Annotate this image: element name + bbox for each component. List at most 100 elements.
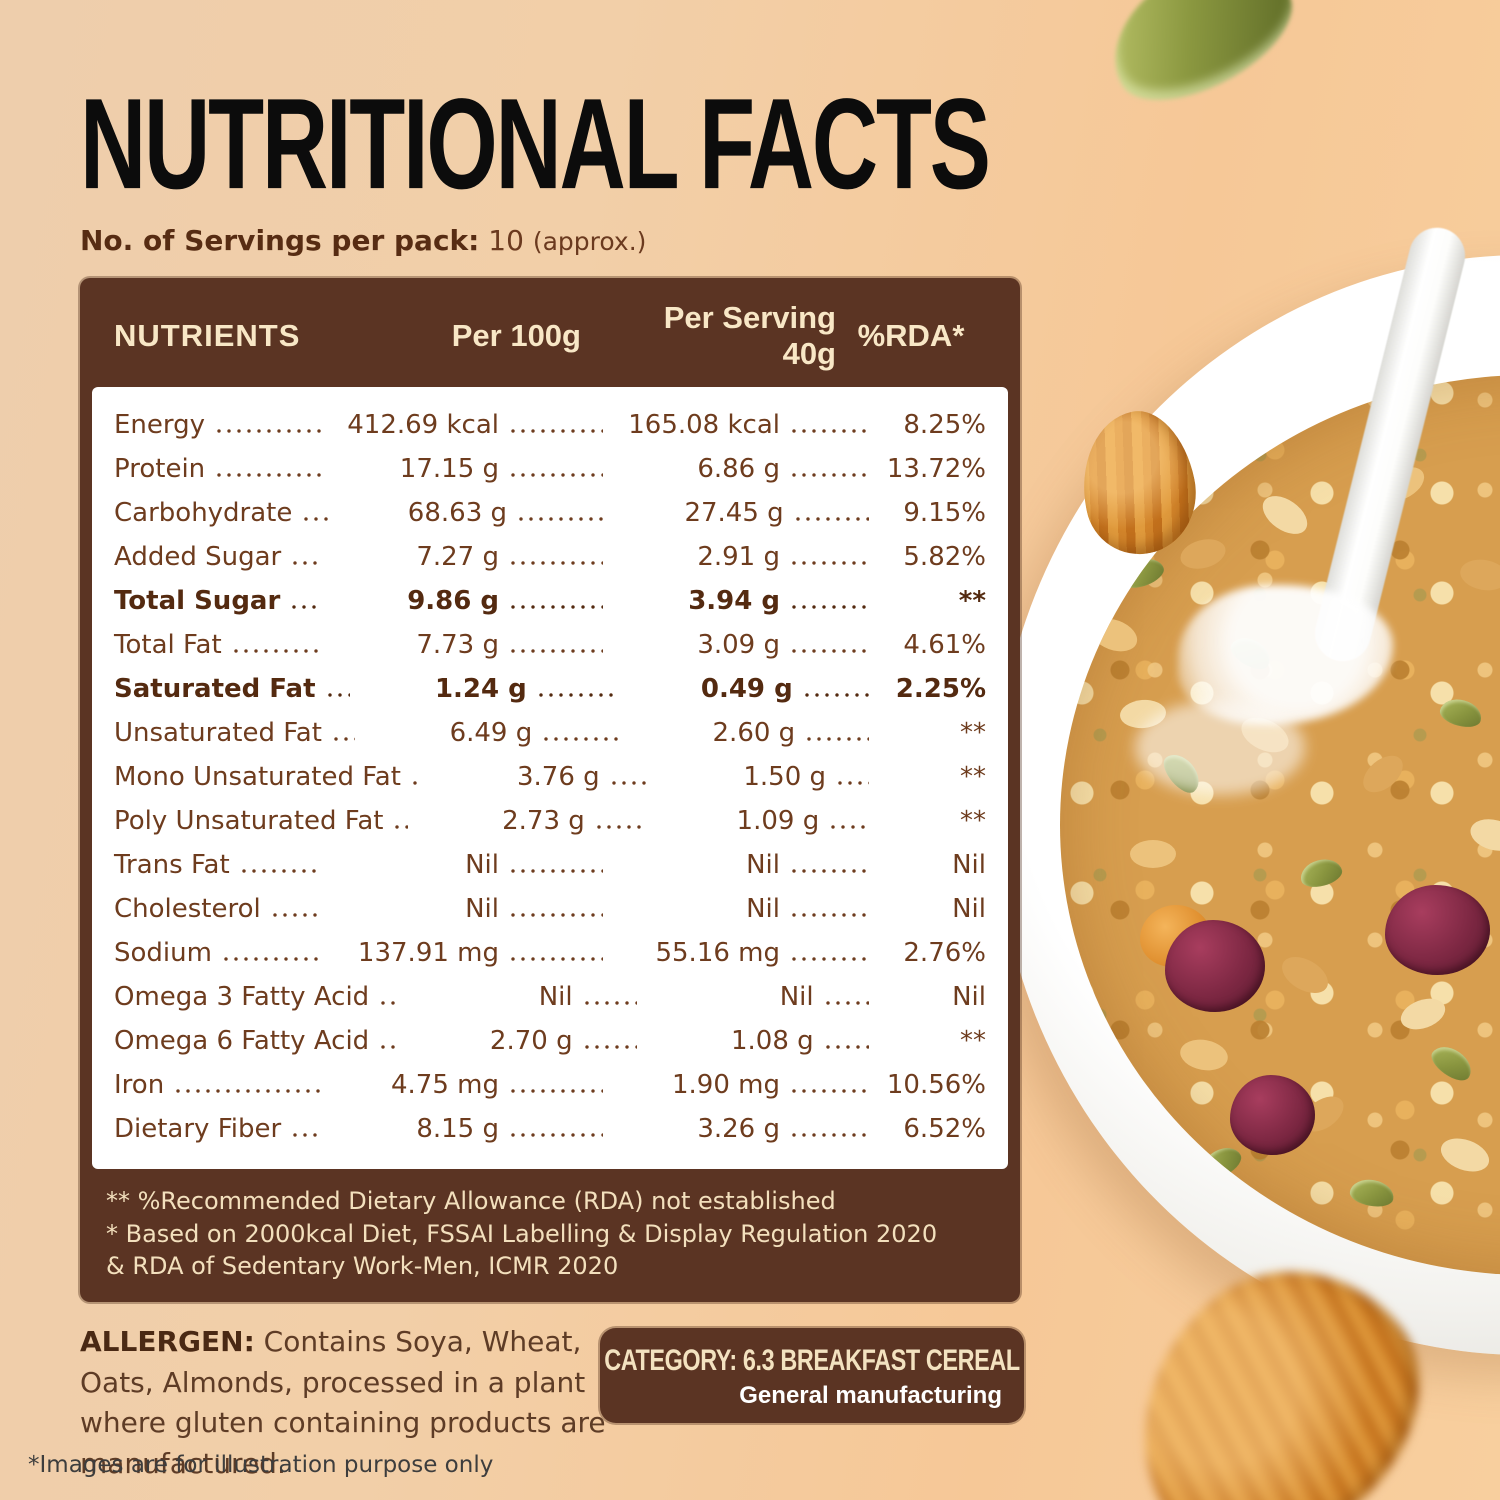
dot-leader bbox=[301, 517, 330, 522]
table-row: Added Sugar 7.27 g 2.91 g 5.82% bbox=[114, 535, 986, 579]
table-row: Total Sugar 9.86 g 3.94 g ** bbox=[114, 579, 986, 623]
dot-leader bbox=[330, 737, 356, 742]
value-per-serving: 2.91 g bbox=[697, 542, 780, 573]
dot-leader bbox=[801, 693, 869, 698]
dot-leader bbox=[789, 561, 869, 566]
footnote-line: & RDA of Sedentary Work-Men, ICMR 2020 bbox=[106, 1252, 619, 1281]
dot-leader bbox=[581, 1001, 637, 1006]
category-badge-subtitle: General manufacturing bbox=[739, 1382, 1002, 1409]
value-rda: 2.76% bbox=[903, 938, 986, 969]
footnote-line: * Based on 2000kcal Diet, FSSAI Labellin… bbox=[106, 1219, 938, 1248]
value-rda: 5.82% bbox=[903, 542, 986, 573]
servings-approx: (approx.) bbox=[532, 227, 647, 256]
dot-leader bbox=[220, 957, 322, 962]
dot-leader bbox=[789, 1089, 869, 1094]
dot-leader bbox=[789, 429, 869, 434]
value-per-100g: 2.73 g bbox=[502, 806, 585, 837]
table-footnotes: ** %Recommended Dietary Allowance (RDA) … bbox=[80, 1169, 1020, 1302]
table-row: Unsaturated Fat 6.49 g 2.60 g ** bbox=[114, 711, 986, 755]
value-per-serving: 27.45 g bbox=[684, 498, 784, 529]
nutrient-name: Carbohydrate bbox=[114, 498, 293, 529]
value-per-serving: 1.50 g bbox=[743, 762, 827, 793]
dot-leader bbox=[269, 913, 322, 918]
nutrient-name: Cholesterol bbox=[114, 894, 261, 925]
allergen-note: ALLERGEN: Contains Soya, Wheat, Oats, Al… bbox=[80, 1322, 610, 1484]
dot-leader bbox=[409, 781, 423, 786]
dot-leader bbox=[173, 1089, 322, 1094]
nutrient-name: Sodium bbox=[114, 938, 212, 969]
dot-leader bbox=[508, 869, 603, 874]
table-row: Omega 3 Fatty Acid Nil Nil Nil bbox=[114, 975, 986, 1019]
dot-leader bbox=[828, 825, 869, 830]
dot-leader bbox=[378, 1001, 396, 1006]
dot-leader bbox=[508, 473, 603, 478]
table-row: Carbohydrate 68.63 g 27.45 g 9.15% bbox=[114, 491, 986, 535]
dot-leader bbox=[508, 429, 603, 434]
value-rda: Nil bbox=[952, 894, 986, 925]
dot-leader bbox=[508, 1133, 603, 1138]
header-nutrients: NUTRIENTS bbox=[114, 317, 301, 353]
dot-leader bbox=[792, 517, 869, 522]
value-rda: Nil bbox=[952, 982, 986, 1013]
servings-line: No. of Servings per pack: 10 (approx.) bbox=[80, 224, 646, 257]
table-row: Sodium 137.91 mg 55.16 mg 2.76% bbox=[114, 931, 986, 975]
value-per-serving: 1.09 g bbox=[736, 806, 820, 837]
value-per-serving: 1.90 mg bbox=[672, 1070, 780, 1101]
value-rda: 2.25% bbox=[895, 674, 986, 705]
value-rda: 13.72% bbox=[886, 454, 986, 485]
dot-leader bbox=[789, 605, 869, 610]
dot-leader bbox=[789, 649, 869, 654]
dot-leader bbox=[290, 1133, 322, 1138]
nutrient-name: Protein bbox=[114, 454, 206, 485]
value-per-100g: 4.75 mg bbox=[391, 1070, 499, 1101]
servings-label: No. of Servings per pack: bbox=[80, 224, 480, 257]
allergen-text: Contains Soya, Wheat, Oats, Almonds, pro… bbox=[80, 1325, 606, 1480]
header-per-serving: Per Serving 40g bbox=[581, 300, 836, 371]
table-row: Protein 17.15 g 6.86 g 13.72% bbox=[114, 447, 986, 491]
value-per-serving: 0.49 g bbox=[700, 674, 793, 705]
value-per-serving: 1.08 g bbox=[730, 1026, 814, 1057]
cranberry bbox=[1230, 1075, 1315, 1155]
dot-leader bbox=[835, 781, 869, 786]
value-rda: 4.61% bbox=[903, 630, 986, 661]
dot-leader bbox=[508, 605, 603, 610]
table-row: Energy 412.69 kcal 165.08 kcal 8.25% bbox=[114, 403, 986, 447]
value-rda: ** bbox=[960, 806, 986, 837]
category-badge: CATEGORY: 6.3 BREAKFAST CEREAL General m… bbox=[600, 1328, 1024, 1423]
nutrient-name: Saturated Fat bbox=[114, 674, 316, 705]
value-per-100g: Nil bbox=[465, 894, 499, 925]
dot-leader bbox=[290, 561, 322, 566]
nutrient-name: Unsaturated Fat bbox=[114, 718, 322, 749]
nutrient-name: Total Fat bbox=[114, 630, 222, 661]
value-per-serving: 2.60 g bbox=[712, 718, 796, 749]
dot-leader bbox=[289, 605, 322, 610]
table-row: Mono Unsaturated Fat 3.76 g 1.50 g ** bbox=[114, 755, 986, 799]
table-row: Trans Fat Nil Nil Nil bbox=[114, 843, 986, 887]
dot-leader bbox=[508, 649, 603, 654]
dot-leader bbox=[230, 649, 322, 654]
dot-leader bbox=[789, 473, 869, 478]
value-per-100g: 17.15 g bbox=[399, 454, 499, 485]
table-row: Poly Unsaturated Fat 2.73 g 1.09 g ** bbox=[114, 799, 986, 843]
table-row: Omega 6 Fatty Acid 2.70 g 1.08 g ** bbox=[114, 1019, 986, 1063]
value-rda: ** bbox=[960, 718, 986, 749]
dot-leader bbox=[789, 1133, 869, 1138]
table-row: Iron 4.75 mg 1.90 mg 10.56% bbox=[114, 1063, 986, 1107]
value-per-serving: 3.26 g bbox=[697, 1114, 780, 1145]
category-badge-title: CATEGORY: 6.3 BREAKFAST CEREAL bbox=[604, 1344, 1020, 1377]
page-title: NUTRITIONAL FACTS bbox=[80, 72, 991, 217]
value-per-100g: 137.91 mg bbox=[357, 938, 499, 969]
nutrient-name: Omega 3 Fatty Acid bbox=[114, 982, 370, 1013]
value-per-100g: 9.86 g bbox=[407, 586, 499, 617]
nutrient-name: Iron bbox=[114, 1070, 165, 1101]
table-header: NUTRIENTS Per 100g Per Serving 40g %RDA* bbox=[80, 278, 1020, 387]
value-per-100g: 68.63 g bbox=[407, 498, 507, 529]
dot-leader bbox=[214, 473, 322, 478]
value-per-serving: 3.94 g bbox=[688, 586, 780, 617]
dot-leader bbox=[789, 957, 869, 962]
nutrient-name: Trans Fat bbox=[114, 850, 230, 881]
dot-leader bbox=[593, 825, 643, 830]
dot-leader bbox=[508, 913, 603, 918]
